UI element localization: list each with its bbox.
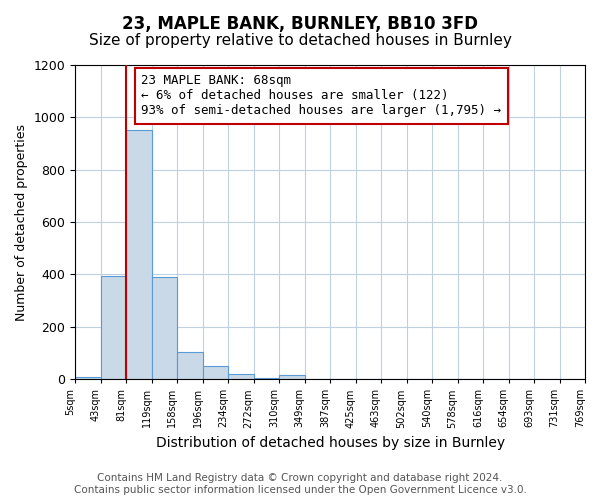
Text: 23, MAPLE BANK, BURNLEY, BB10 3FD: 23, MAPLE BANK, BURNLEY, BB10 3FD [122, 15, 478, 33]
Bar [254, 378, 279, 379]
Y-axis label: Number of detached properties: Number of detached properties [15, 124, 28, 320]
Bar [177, 352, 203, 379]
Bar [152, 277, 177, 379]
Text: Size of property relative to detached houses in Burnley: Size of property relative to detached ho… [89, 32, 511, 48]
Text: Contains HM Land Registry data © Crown copyright and database right 2024.
Contai: Contains HM Land Registry data © Crown c… [74, 474, 526, 495]
Bar [75, 376, 101, 379]
Bar [101, 276, 126, 379]
Bar [279, 375, 305, 379]
Bar [228, 374, 254, 379]
Text: 23 MAPLE BANK: 68sqm
← 6% of detached houses are smaller (122)
93% of semi-detac: 23 MAPLE BANK: 68sqm ← 6% of detached ho… [142, 74, 502, 118]
Bar [203, 366, 228, 379]
Bar [126, 130, 152, 379]
X-axis label: Distribution of detached houses by size in Burnley: Distribution of detached houses by size … [155, 436, 505, 450]
